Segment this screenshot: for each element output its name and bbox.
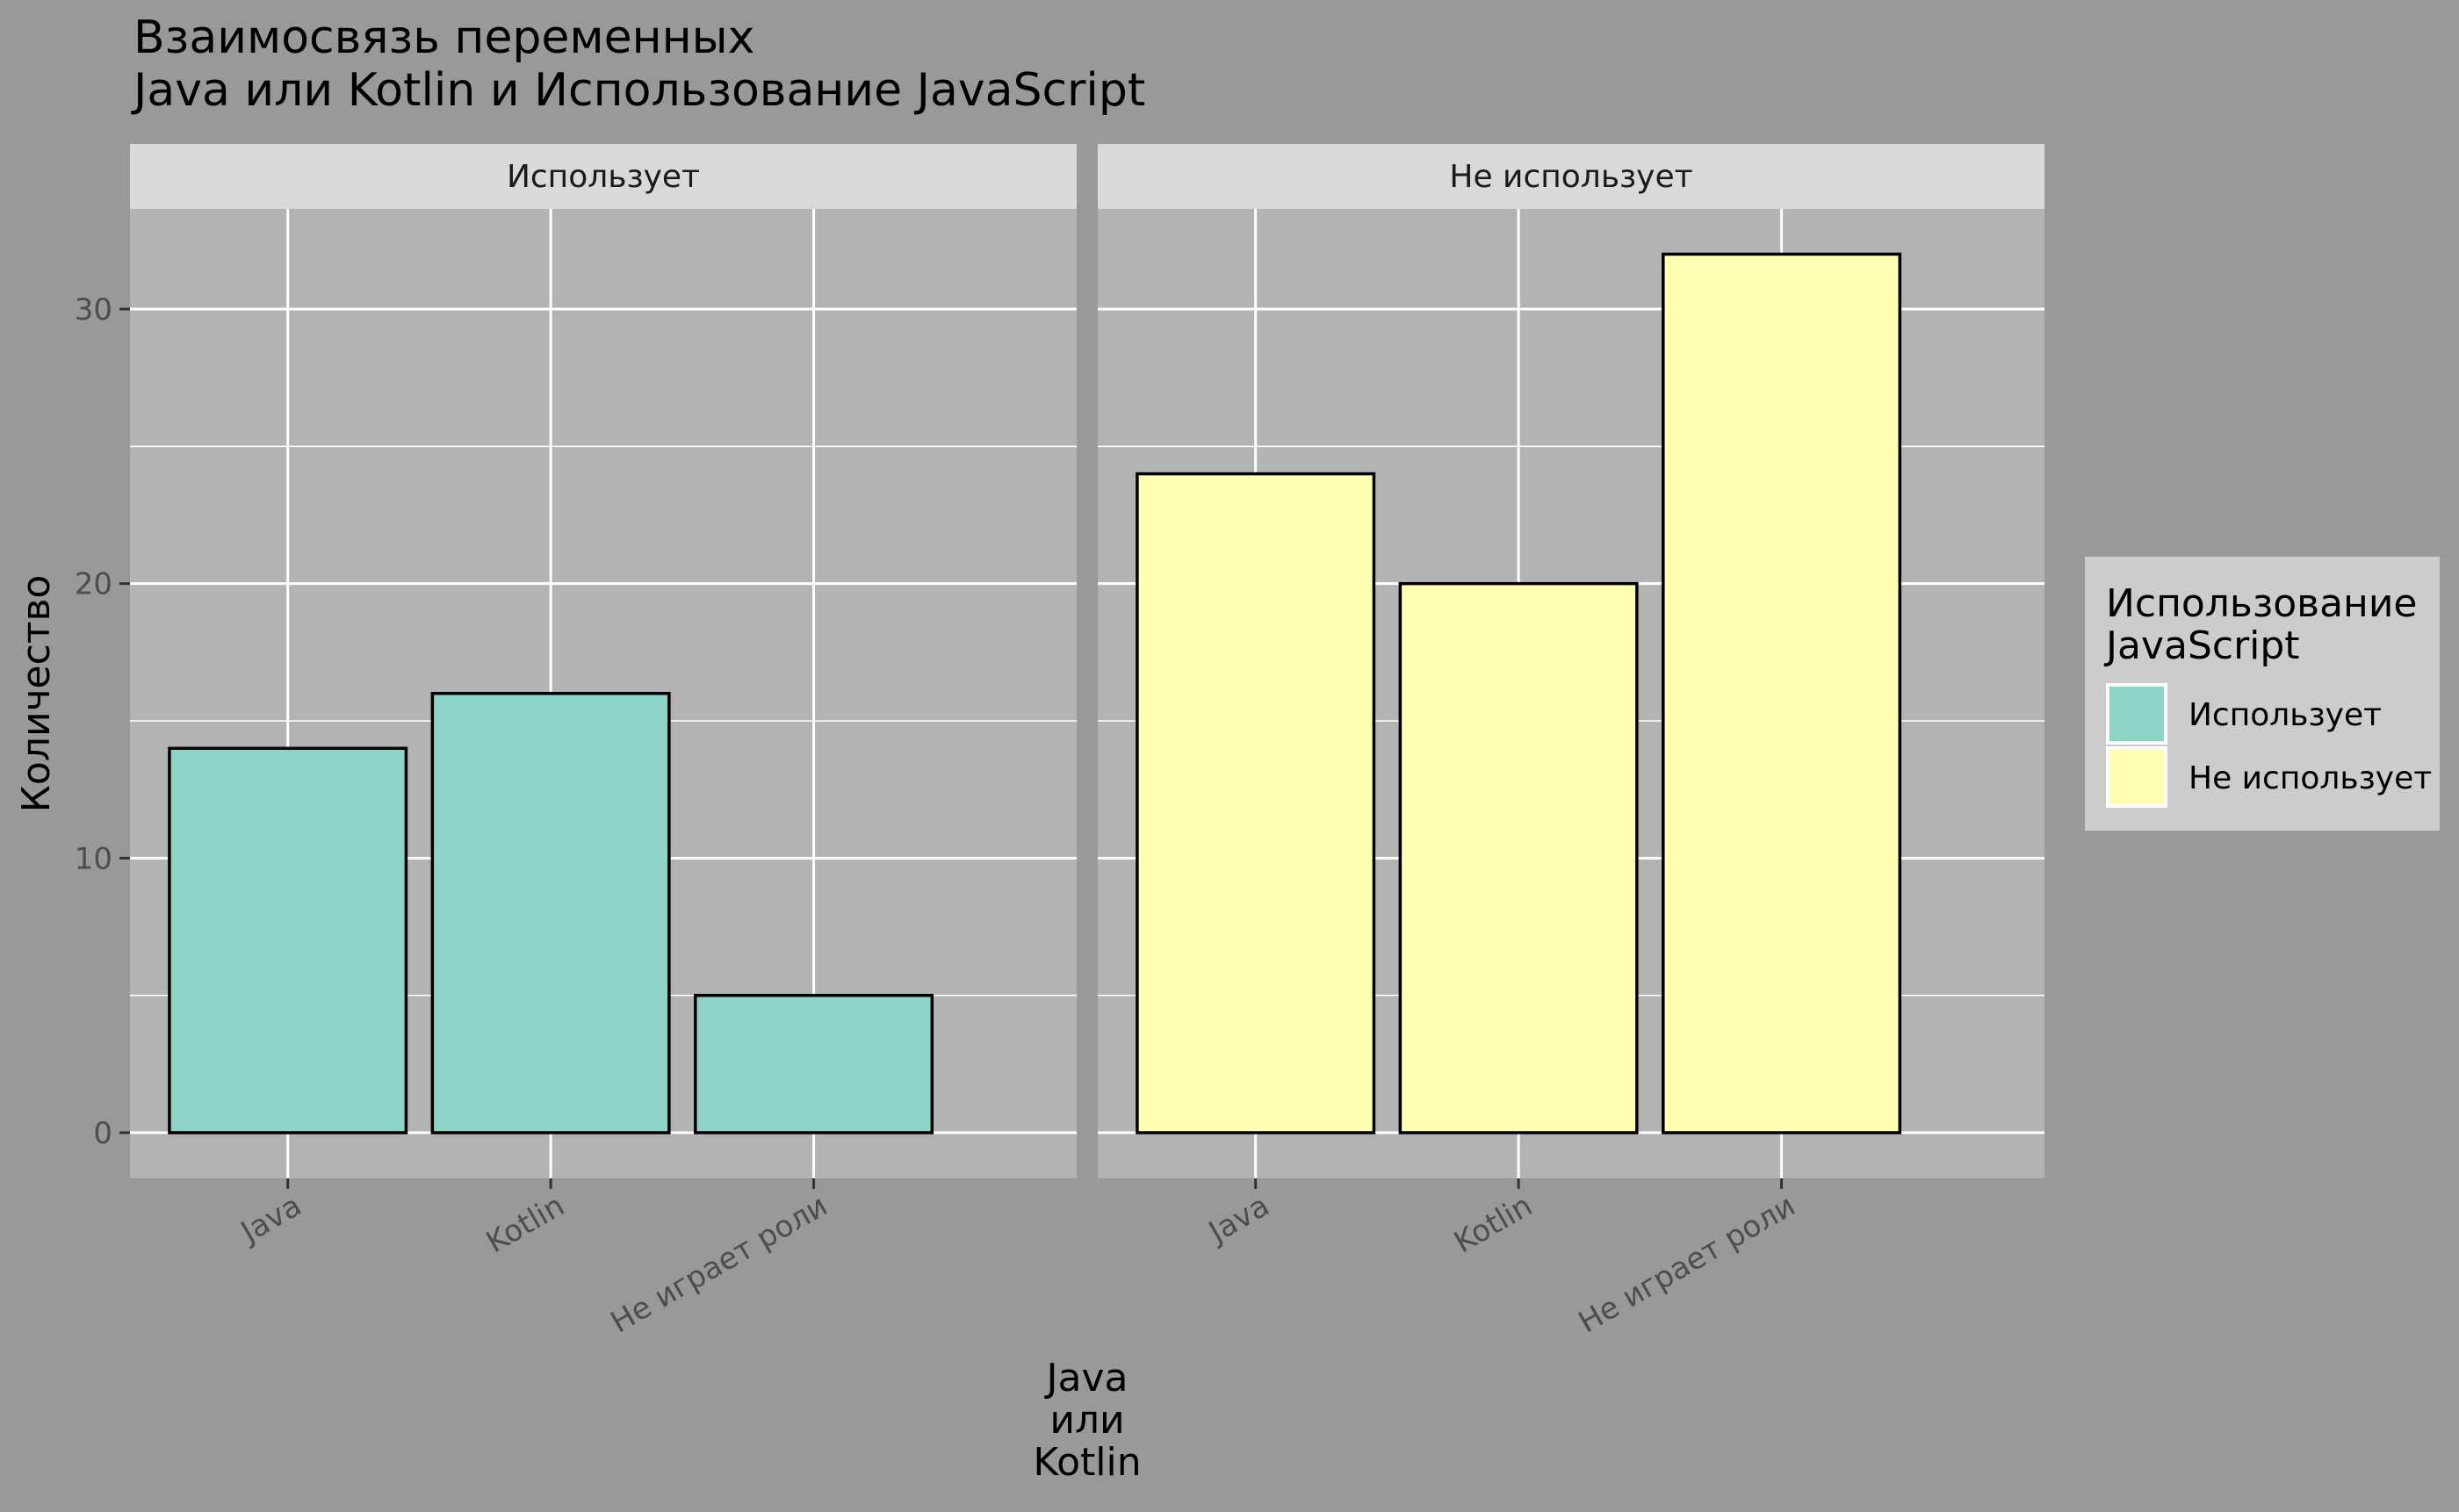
bar — [1136, 472, 1376, 1134]
y-axis-title: Количество — [14, 575, 59, 813]
y-tick-label: 0 — [93, 1116, 112, 1151]
legend-label: Не использует — [2189, 760, 2432, 796]
legend-label: Использует — [2189, 697, 2382, 733]
y-axis-title: Количество — [14, 575, 59, 813]
x-tick-label: Java — [234, 1188, 307, 1251]
facet-strip-label: Использует — [507, 159, 700, 195]
x-axis-title-line: Kotlin — [1033, 1440, 1141, 1485]
x-tick-label: Не играет роли — [605, 1188, 833, 1340]
facet-panel: Использует Java Kotlin Не играет роли — [130, 144, 1077, 1341]
y-tick-label: 10 — [75, 841, 112, 876]
y-axis: 0 10 20 30 — [75, 292, 130, 1151]
y-tick-label: 20 — [75, 567, 112, 602]
facet-strip-label: Не использует — [1449, 159, 1692, 195]
facet-strip — [1098, 144, 2044, 209]
legend-key-swatch — [2109, 687, 2164, 741]
chart-title-line: Java или Kotlin и Использование JavaScri… — [131, 64, 1145, 117]
bar — [694, 993, 934, 1134]
x-axis-title-line: Java — [1044, 1356, 1129, 1400]
chart-title: Взаимосвязь переменных Java или Kotlin и… — [131, 11, 1145, 117]
bar — [1398, 581, 1639, 1134]
facet-strip — [130, 144, 1077, 209]
bar — [1662, 252, 1902, 1134]
x-tick-label: Kotlin — [480, 1188, 570, 1260]
bar — [430, 691, 671, 1134]
chart-title-line: Взаимосвязь переменных — [133, 11, 754, 64]
x-tick-label: Не играет роли — [1573, 1188, 1801, 1340]
legend-key-swatch — [2109, 750, 2164, 804]
bar — [168, 746, 408, 1134]
facet-panel: Не использует Java Kotlin Не играет роли — [1098, 144, 2044, 1341]
legend-title-line: JavaScript — [2103, 623, 2300, 668]
x-tick-label: Kotlin — [1448, 1188, 1538, 1260]
x-axis-title-line: или — [1049, 1398, 1124, 1443]
y-tick-label: 30 — [75, 292, 112, 328]
legend-title-line: Использование — [2106, 581, 2418, 626]
x-tick-label: Java — [1201, 1188, 1275, 1251]
